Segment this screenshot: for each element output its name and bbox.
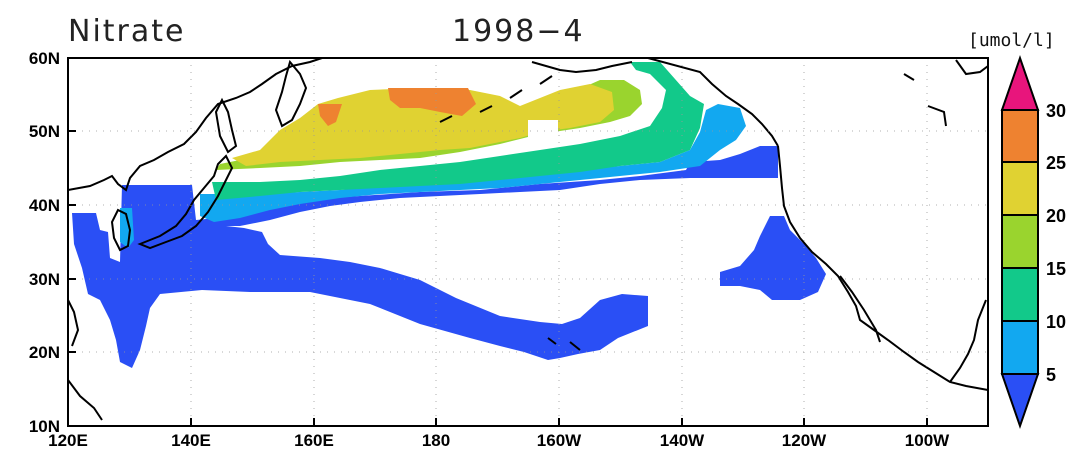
- colorbar-band-10-15: [1001, 267, 1039, 322]
- lon-label: 160E: [294, 431, 334, 450]
- field-25-30-small: [318, 104, 342, 126]
- field-gap: [528, 120, 558, 138]
- field-25-30: [388, 88, 476, 116]
- lon-label: 100W: [905, 431, 950, 450]
- colorbar: [1000, 54, 1040, 430]
- lon-labels: 120E 140E 160E 180 160W 140W 120W 100W: [48, 431, 950, 450]
- map-title: Nitrate: [68, 14, 186, 49]
- coast-japan: [137, 154, 234, 250]
- colorbar-label: 20: [1046, 206, 1066, 226]
- coast-kamchatka: [274, 59, 308, 128]
- colorbar-band-20-25: [1001, 161, 1039, 216]
- lat-label: 10N: [29, 417, 60, 436]
- lon-label: 120W: [782, 431, 827, 450]
- coast-canada-islands: [903, 59, 988, 127]
- colorbar-label: 10: [1046, 312, 1066, 332]
- nitrate-field: [72, 62, 826, 368]
- colorbar-unit: [umol/l]: [968, 30, 1055, 51]
- field-lt5-west: [72, 185, 648, 368]
- coast-korea: [110, 208, 132, 252]
- map-frame: [67, 57, 989, 427]
- coastlines: [68, 58, 988, 421]
- lon-label: 120E: [48, 431, 88, 450]
- coast-aleutians: [439, 75, 553, 123]
- coast-hawaii: [547, 337, 581, 351]
- colorbar-band-25-30: [1001, 109, 1039, 163]
- field-lt5-east: [720, 216, 826, 300]
- lon-label: 140W: [660, 431, 705, 450]
- lat-label: 50N: [29, 122, 60, 141]
- lat-label: 20N: [29, 343, 60, 362]
- lon-label: 140E: [171, 431, 211, 450]
- lat-label: 30N: [29, 270, 60, 289]
- colorbar-labels: 30 25 20 15 10 5: [1046, 101, 1066, 385]
- field-10-15: [212, 62, 704, 200]
- axis-ticks: [67, 57, 928, 427]
- field-lt5-band: [210, 146, 778, 226]
- lon-label: 160W: [537, 431, 582, 450]
- field-5-10-japan: [120, 208, 134, 248]
- lon-label: 180: [422, 431, 450, 450]
- colorbar-label: 5: [1046, 365, 1056, 385]
- coast-na-west: [777, 145, 988, 391]
- colorbar-label: 25: [1046, 153, 1066, 173]
- lat-labels: 10N 20N 30N 40N 50N 60N: [29, 49, 60, 436]
- coast-philippines: [68, 299, 103, 421]
- coast-sakhalin: [214, 97, 238, 154]
- colorbar-band-5-10: [1001, 320, 1039, 375]
- colorbar-top-arrow: [1000, 54, 1040, 111]
- colorbar-label: 15: [1046, 259, 1066, 279]
- map-period: 1998−4: [452, 14, 585, 49]
- coast-baja: [839, 275, 881, 343]
- coast-alaska: [531, 58, 779, 147]
- lat-label: 60N: [29, 49, 60, 68]
- coast-asia: [68, 58, 323, 192]
- lat-label: 40N: [29, 196, 60, 215]
- field-5-10: [200, 104, 746, 222]
- colorbar-bottom-arrow: [1000, 373, 1040, 430]
- colorbar-label: 30: [1046, 101, 1066, 121]
- colorbar-band-15-20: [1001, 214, 1039, 269]
- coast-mexico: [949, 299, 987, 383]
